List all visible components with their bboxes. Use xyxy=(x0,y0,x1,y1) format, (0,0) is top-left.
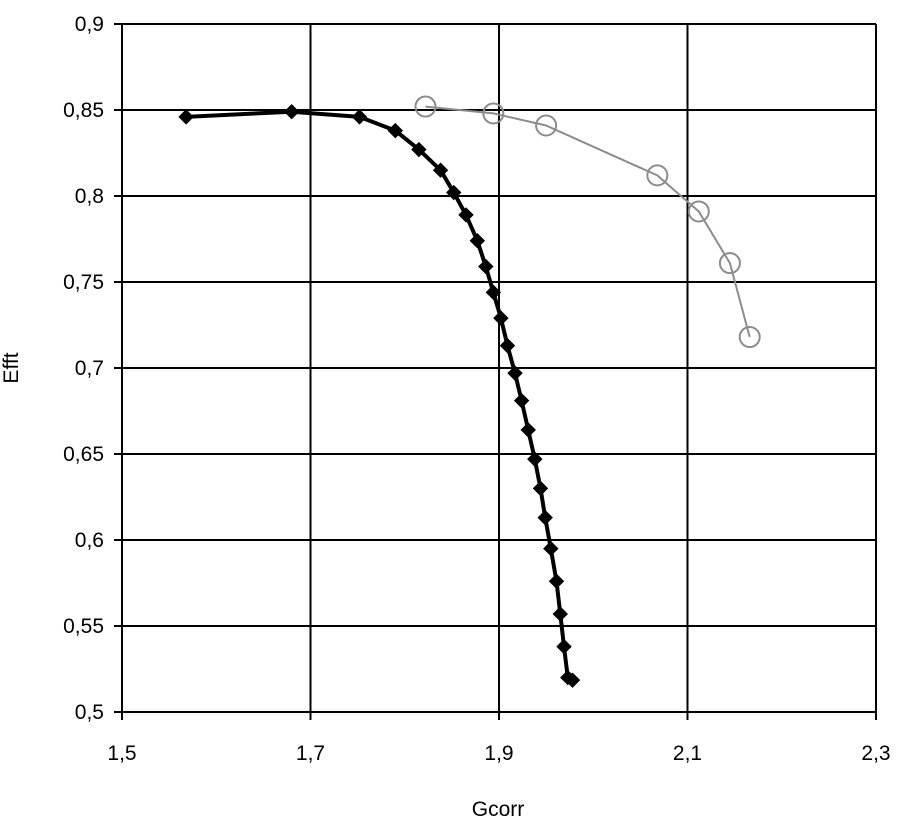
y-tick-label: 0,7 xyxy=(75,357,104,380)
data-point xyxy=(485,284,502,301)
data-point xyxy=(513,392,530,409)
data-point xyxy=(532,480,549,497)
y-axis-title: Efft xyxy=(0,352,23,383)
grid xyxy=(121,23,877,713)
y-tick-label: 0,65 xyxy=(63,443,104,466)
data-point xyxy=(493,310,509,326)
data-point xyxy=(411,141,427,158)
data-point xyxy=(469,233,486,249)
x-tick-label: 1,5 xyxy=(107,742,136,765)
data-point xyxy=(478,258,494,275)
series-layer xyxy=(178,95,761,688)
data-point xyxy=(548,573,565,589)
series-1 xyxy=(178,104,581,688)
data-point xyxy=(178,109,194,125)
data-point xyxy=(520,422,536,438)
y-tick-label: 0,55 xyxy=(63,615,104,638)
data-point xyxy=(646,164,669,187)
y-tick-label: 0,75 xyxy=(63,271,104,294)
data-point xyxy=(556,638,572,655)
x-tick-label: 2,1 xyxy=(673,742,702,765)
data-point xyxy=(499,337,516,354)
data-point xyxy=(537,509,553,526)
plot-frame xyxy=(114,23,877,720)
data-point xyxy=(552,606,568,622)
data-point xyxy=(527,451,543,467)
series-line xyxy=(425,105,751,338)
y-tick-label: 0,9 xyxy=(75,13,104,36)
data-point xyxy=(414,95,437,118)
data-point xyxy=(507,365,523,381)
data-point xyxy=(351,109,368,125)
y-tick-label: 0,8 xyxy=(75,185,104,208)
x-tick-label: 1,9 xyxy=(484,742,513,765)
tick-labels: 0,5 0,55 0,6 0,65 0,7 0,75 0,8 0,85 0,9 1,5 1,7 1,9… xyxy=(63,13,890,765)
series-2 xyxy=(414,95,761,349)
data-point xyxy=(482,102,505,125)
y-tick-label: 0,85 xyxy=(63,99,104,122)
x-tick-label: 2,3 xyxy=(861,742,890,765)
y-tick-label: 0,6 xyxy=(75,529,104,552)
data-point xyxy=(283,104,300,120)
x-tick-label: 1,7 xyxy=(296,742,325,765)
data-point xyxy=(718,252,741,275)
data-point xyxy=(738,326,761,349)
data-point xyxy=(387,122,404,139)
data-point xyxy=(458,207,474,223)
data-point xyxy=(687,200,710,223)
data-point xyxy=(446,184,462,201)
data-point xyxy=(535,114,558,137)
x-axis-title: Gcorr xyxy=(472,798,525,821)
data-point xyxy=(432,162,449,178)
y-tick-label: 0,5 xyxy=(75,701,104,724)
data-point xyxy=(564,672,581,688)
data-point xyxy=(543,540,559,557)
